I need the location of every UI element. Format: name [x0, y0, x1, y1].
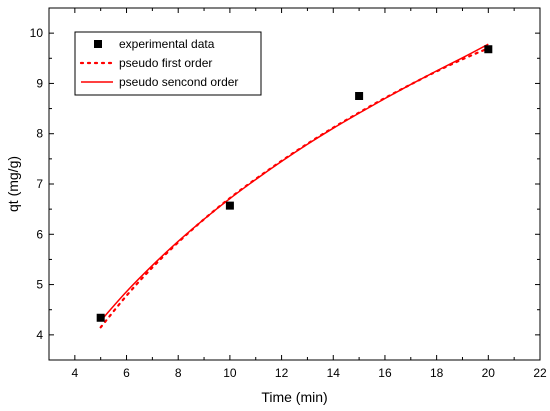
y-tick-label: 9 — [36, 76, 43, 90]
legend-label: pseudo first order — [119, 56, 212, 70]
legend-marker — [94, 40, 102, 48]
x-axis-title: Time (min) — [261, 389, 327, 405]
x-tick-label: 6 — [123, 366, 130, 380]
x-tick-label: 20 — [482, 366, 496, 380]
y-tick-label: 10 — [30, 26, 44, 40]
data-point — [355, 92, 364, 100]
x-tick-label: 18 — [430, 366, 444, 380]
pseudo-second-order-line — [100, 43, 489, 322]
y-tick-label: 5 — [36, 278, 43, 292]
x-tick-label: 8 — [175, 366, 182, 380]
x-tick-label: 12 — [275, 366, 289, 380]
x-tick-label: 10 — [223, 366, 237, 380]
marker-layer — [96, 45, 493, 322]
data-point — [225, 201, 234, 210]
legend-box — [74, 31, 262, 96]
y-tick-label: 4 — [36, 328, 43, 342]
x-tick-label: 16 — [378, 366, 392, 380]
x-axis: 4 6 8 10 12 14 16 18 20 22 — [48, 8, 547, 380]
y-axis: 4 5 6 7 8 9 10 — [30, 7, 540, 361]
y-axis-title: qt (mg/g) — [5, 156, 21, 212]
legend: experimental data pseudo first order pseud… — [74, 31, 262, 96]
data-point — [96, 313, 105, 322]
y-tick-label: 8 — [36, 127, 43, 141]
y-tick-label: 7 — [36, 177, 43, 191]
x-tick-label: 14 — [327, 366, 341, 380]
y-tick-label: 6 — [36, 227, 43, 241]
pseudo-first-order-line — [99, 47, 490, 329]
data-point — [484, 45, 493, 54]
x-tick-label: 22 — [533, 366, 547, 380]
legend-label: pseudo sencond order — [119, 75, 238, 89]
x-tick-label: 4 — [71, 366, 78, 380]
legend-label: experimental data — [119, 37, 215, 51]
series-layer — [99, 43, 490, 329]
